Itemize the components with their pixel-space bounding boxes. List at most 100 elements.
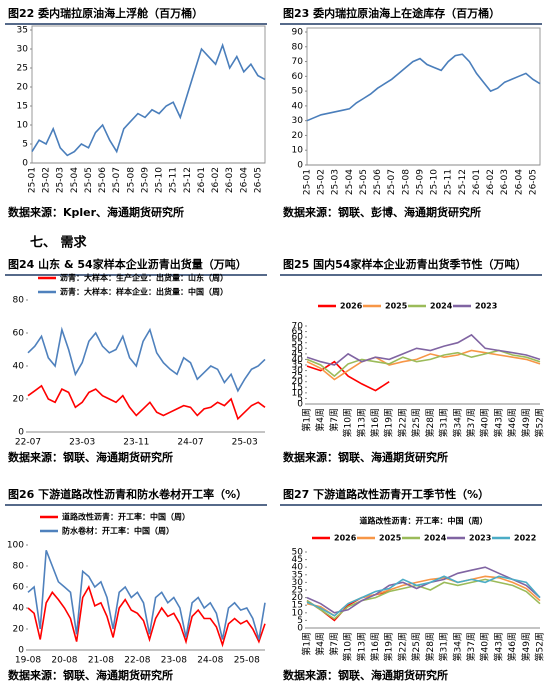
legend-label: 防水卷材：开工率：中国（周） [62,526,174,536]
figure-source: 数据来源：钢联、海通期货研究所 [283,450,448,464]
x-tick-label: 第43周 [492,632,504,661]
y-tick-label: 0 [297,161,303,171]
y-tick-label: 20 [17,83,29,93]
x-tick-label: 25-03 [331,169,341,195]
series-line [27,384,266,421]
x-tick-label: 25-12 [183,167,193,193]
x-tick-label: 19-08 [15,656,41,666]
x-tick-label: 26-01 [472,169,482,195]
x-tick-label: 25-07 [112,167,122,193]
figure-title: 图22 委内瑞拉原油海上浮舱（百万桶） [8,6,203,20]
x-tick-label: 22-08 [124,656,150,666]
y-tick-label: 80 [292,42,304,52]
legend-label: 2022 [514,534,536,543]
y-tick-label: 0 [22,159,28,169]
y-tick-label: 10 [17,121,29,131]
legend-label: 2025 [379,534,402,543]
x-tick-label: 26-05 [253,167,263,193]
x-tick-label: 25-03 [56,167,66,193]
y-tick-label: 60 [292,333,304,343]
x-tick-label: 第1周 [301,632,313,656]
x-tick-label: 第16周 [369,408,381,437]
x-tick-label: 第7周 [328,408,340,432]
y-tick-label: 0 [18,428,24,438]
x-tick-label: 25-02 [317,169,327,195]
legend-label: 沥青：大样本：生产企业：出货量：山东（周） [60,273,228,283]
x-tick-label: 23-11 [123,438,149,448]
y-tick-label: 35 [292,570,303,580]
y-tick-label: 20 [292,593,304,603]
x-tick-label: 24-07 [177,438,203,448]
series-line [27,550,266,640]
x-tick-label: 第7周 [328,632,340,656]
x-tick-label: 25-08 [401,169,411,195]
x-tick-label: 25-04 [70,167,80,193]
series-line [27,585,266,648]
y-tick-label: 25 [292,372,303,382]
x-tick-label: 第4周 [314,632,326,656]
x-tick-label: 第4周 [314,408,326,432]
x-tick-label: 26-05 [528,169,538,195]
y-tick-label: 30 [292,116,304,126]
series-line [306,566,541,614]
x-tick-label: 第13周 [355,632,367,661]
x-tick-label: 25-06 [373,169,383,195]
x-tick-label: 第25周 [410,408,422,437]
legend-label: 2026 [334,534,357,543]
y-tick-label: 80 [13,296,25,306]
figure-title: 图24 山东 & 54家样本企业沥青出货量（万吨） [8,257,247,271]
x-tick-label: 第10周 [342,632,354,661]
series-line [306,349,541,378]
x-tick-label: 25-11 [444,169,454,195]
x-tick-label: 第28周 [424,632,436,661]
y-tick-label: 5 [22,140,28,150]
y-tick-label: 55 [292,338,303,348]
x-tick-label: 20-08 [51,656,77,666]
plot-frame [31,25,266,164]
x-tick-label: 25-01 [28,167,38,193]
y-tick-label: 20 [292,131,304,141]
x-tick-label: 26-01 [197,167,207,193]
figure-title: 图25 国内54家样本企业沥青出货季节性（万吨） [283,257,526,271]
x-tick-label: 26-02 [211,167,221,193]
x-tick-label: 第37周 [465,408,477,437]
x-tick-label: 第31周 [438,408,450,437]
legend-label: 2024 [424,534,447,543]
y-tick-label: 10 [292,388,304,398]
x-tick-label: 第49周 [520,632,532,661]
x-tick-label: 第25周 [410,632,422,661]
x-tick-label: 25-11 [169,167,179,193]
x-tick-label: 第52周 [534,632,546,661]
x-tick-label: 第34周 [451,632,463,661]
x-tick-label: 25-02 [42,167,52,193]
figure-title: 图23 委内瑞拉原油海上在途库存（百万桶） [283,6,500,20]
y-tick-label: 50 [292,87,304,97]
series-line [306,578,541,620]
y-tick-label: 0 [297,400,303,410]
x-tick-label: 25-09 [415,169,425,195]
x-tick-label: 25-08 [234,656,260,666]
y-tick-label: 60 [292,72,304,82]
x-tick-label: 第49周 [520,408,532,437]
x-tick-label: 25-01 [303,169,313,195]
x-tick-label: 25-12 [458,169,468,195]
y-tick-label: 5 [297,394,303,404]
x-tick-label: 24-08 [197,656,223,666]
x-tick-label: 第40周 [479,408,491,437]
x-tick-label: 23-08 [161,656,187,666]
y-tick-label: 45 [292,349,303,359]
figure-source: 数据来源：钢联、彭博、海通期货研究所 [283,205,481,219]
x-tick-label: 26-04 [239,167,249,193]
x-tick-label: 26-02 [486,169,496,195]
y-tick-label: 25 [17,64,28,74]
x-tick-label: 25-08 [126,167,136,193]
figure-source: 数据来源：钢联、海通期货研究所 [283,668,448,682]
figure-title: 图27 下游道路改性沥青开工季节性（%） [283,487,489,501]
y-tick-label: 10 [292,608,304,618]
x-tick-label: 25-03 [232,438,258,448]
x-tick-label: 第43周 [492,408,504,437]
y-tick-label: 45 [292,555,303,565]
figure-title: 图26 下游道路改性沥青和防水卷材开工率（%） [8,487,247,501]
x-tick-label: 第22周 [396,408,408,437]
x-tick-label: 第28周 [424,408,436,437]
